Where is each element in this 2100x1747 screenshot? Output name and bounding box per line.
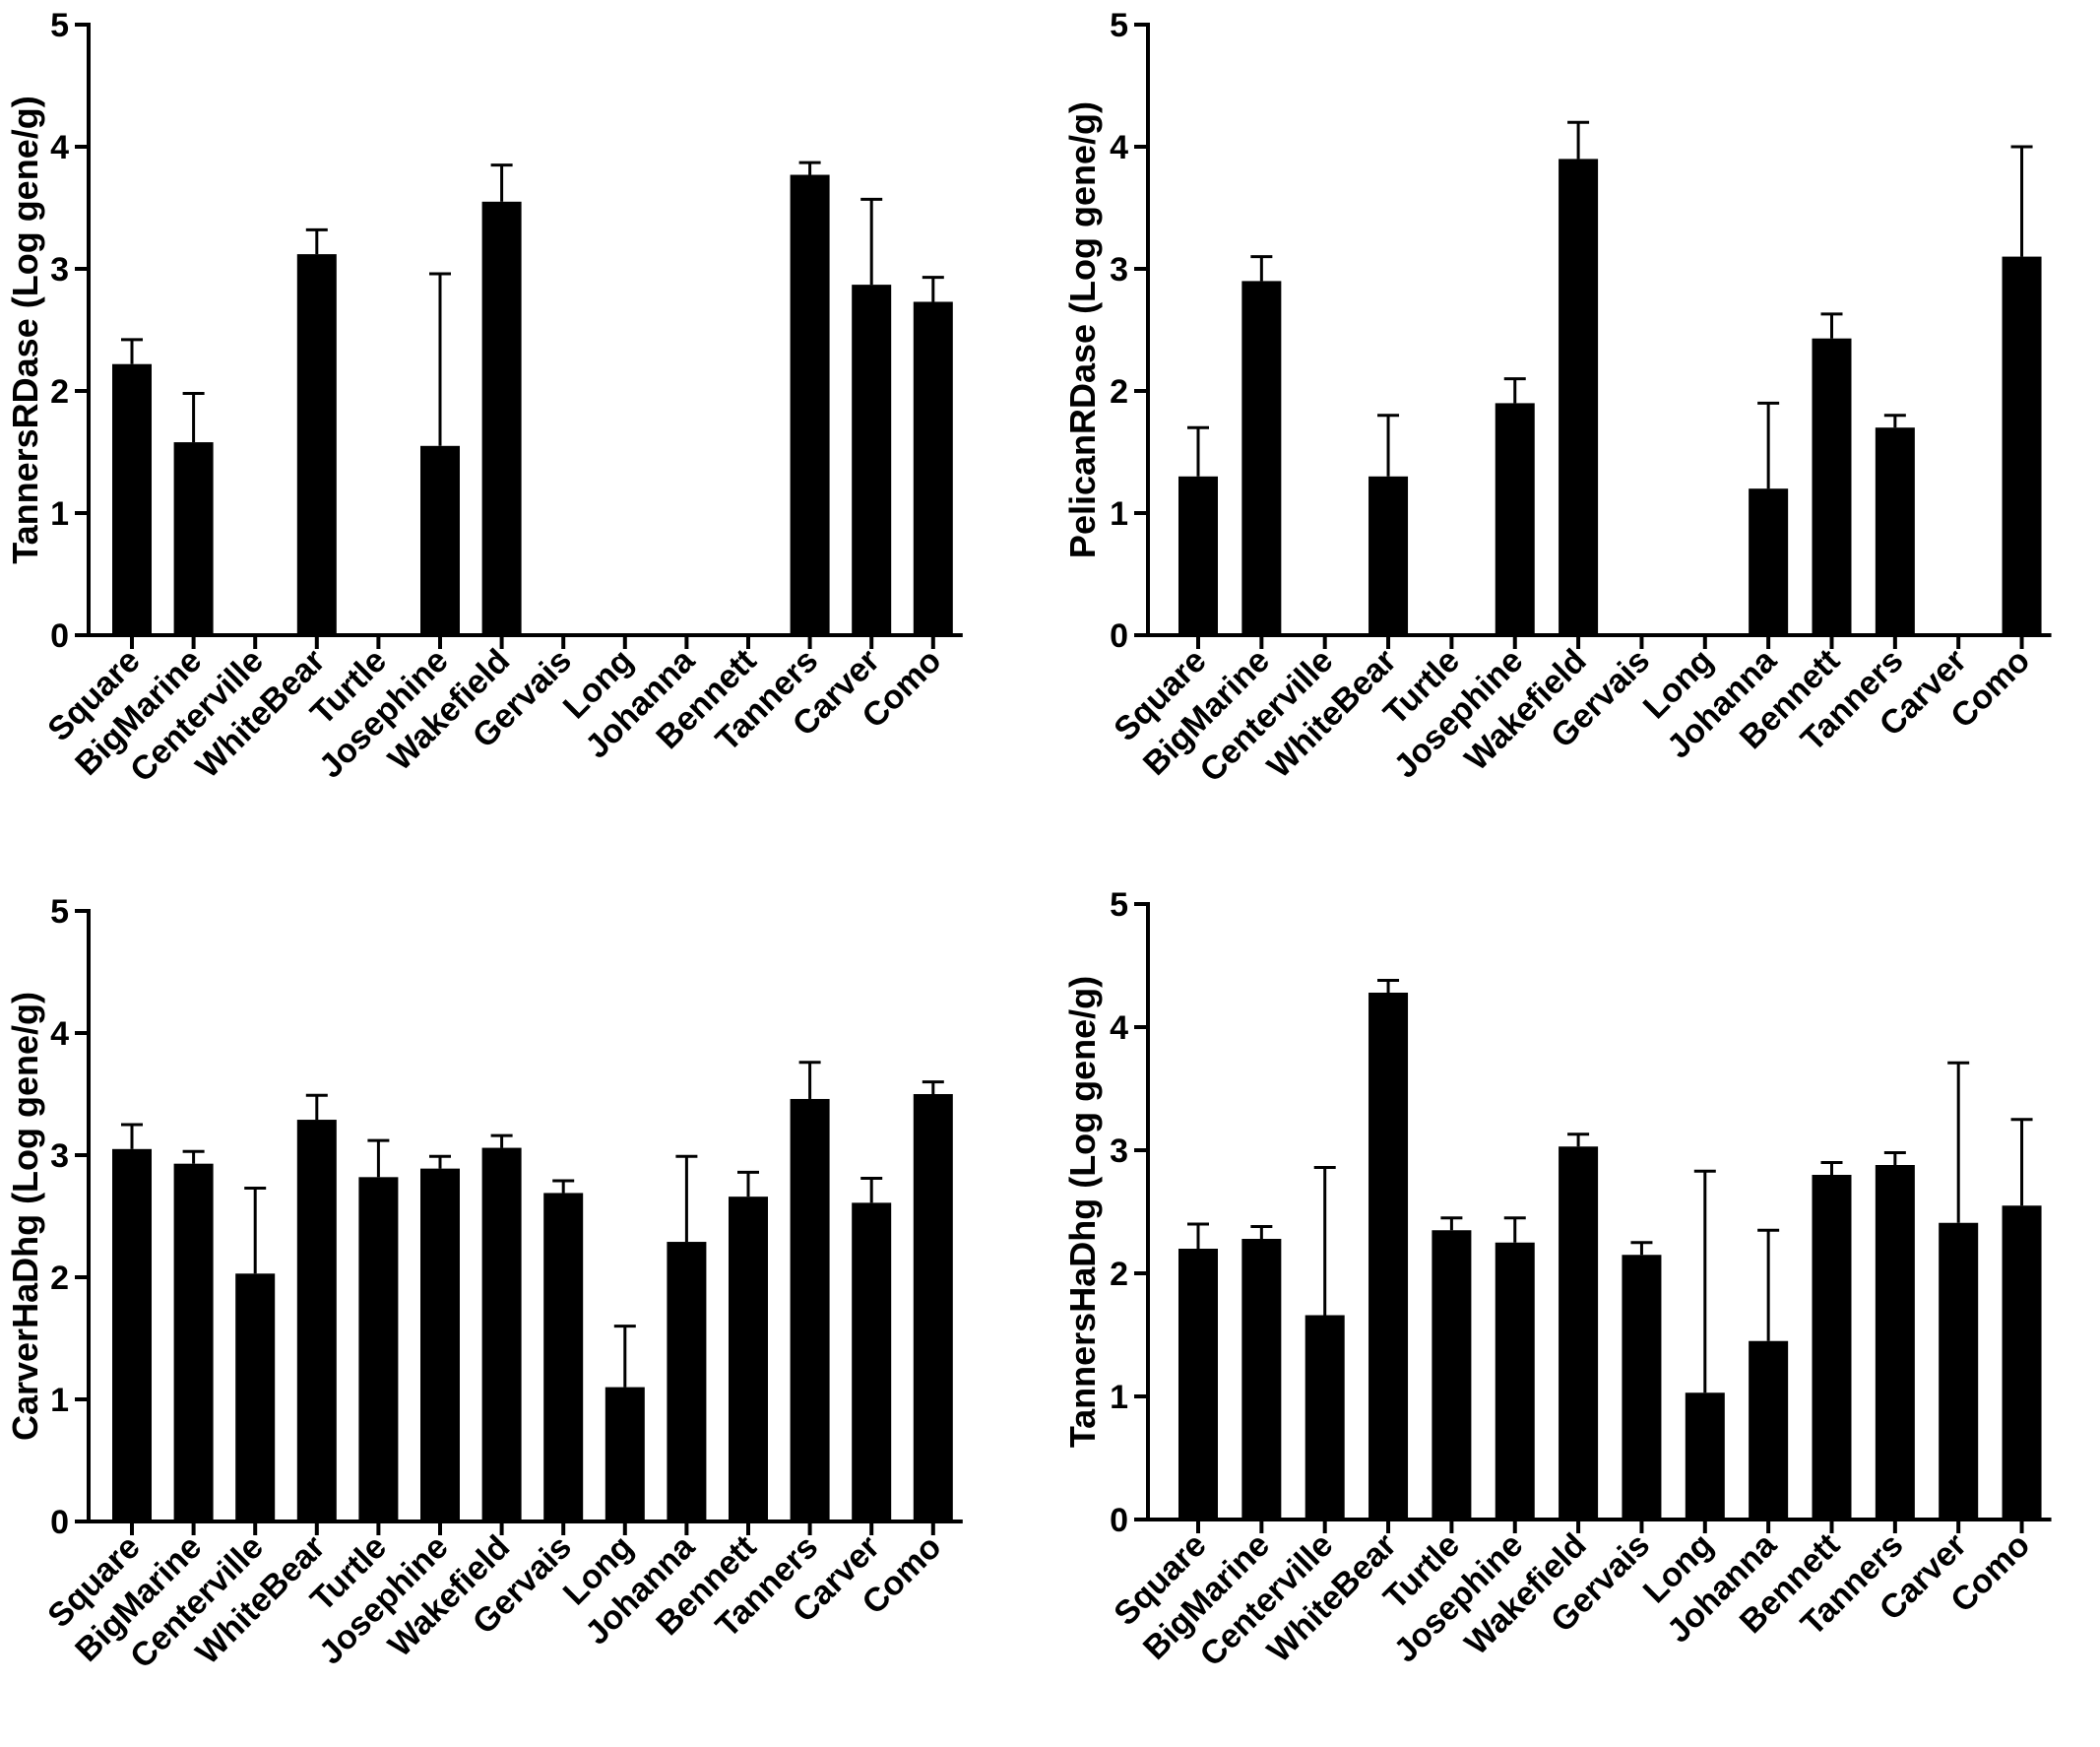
y-tick-label: 1: [1110, 495, 1128, 533]
bar-johanna: [1749, 488, 1789, 635]
bar-centerville: [235, 1273, 276, 1521]
y-tick-label: 1: [50, 1382, 69, 1419]
bar-como: [913, 1094, 953, 1521]
y-tick-label: 5: [1110, 7, 1128, 44]
bar-bennett: [1812, 1175, 1852, 1520]
bar-turtle: [1432, 1230, 1472, 1520]
y-tick-label: 0: [50, 617, 69, 655]
bar-como: [2002, 1205, 2042, 1520]
bar-bigmarine: [1241, 281, 1282, 635]
y-tick-label: 3: [50, 251, 69, 289]
y-tick-label: 4: [1110, 1009, 1128, 1047]
bar-centerville: [1305, 1315, 1345, 1520]
bar-whitebear: [1368, 993, 1409, 1520]
y-tick-label: 4: [50, 129, 69, 166]
y-tick-label: 5: [1110, 886, 1128, 924]
y-tick-label: 2: [50, 1260, 69, 1297]
bar-whitebear: [1368, 476, 1409, 635]
y-tick-label: 3: [1110, 251, 1128, 289]
y-tick-label: 4: [50, 1015, 69, 1053]
y-tick-label: 2: [1110, 373, 1128, 411]
y-tick-label: 5: [50, 893, 69, 931]
bar-bigmarine: [1241, 1239, 1282, 1520]
bar-long: [1685, 1392, 1725, 1520]
bar-johanna: [667, 1242, 707, 1521]
bar-gervais: [543, 1193, 584, 1521]
bar-tanners: [790, 174, 830, 635]
bar-carver: [1939, 1222, 1979, 1520]
bar-josephine: [1495, 1242, 1535, 1520]
bar-johanna: [1749, 1340, 1789, 1520]
bar-carver: [852, 1202, 892, 1521]
bar-bigmarine: [173, 442, 214, 635]
y-tick-label: 5: [50, 7, 69, 44]
bar-josephine: [420, 445, 460, 635]
y-tick-label: 1: [1110, 1379, 1128, 1416]
bar-bigmarine: [173, 1163, 214, 1521]
bar-josephine: [1495, 403, 1535, 635]
bar-turtle: [358, 1177, 399, 1521]
y-axis-title: TannersRDase (Log gene/g): [5, 96, 45, 563]
bar-gervais: [1622, 1255, 1662, 1520]
y-axis-title: TannersHaDhg (Log gene/g): [1062, 976, 1103, 1448]
bar-como: [913, 301, 953, 635]
y-axis-title: CarverHaDhg (Log gene/g): [5, 992, 45, 1441]
chart-panel-3: 012345SquareBigMarineCentervilleWhiteBea…: [5, 893, 963, 1676]
bar-carver: [852, 285, 892, 635]
y-tick-label: 2: [50, 373, 69, 411]
y-tick-label: 0: [50, 1504, 69, 1541]
bar-bennett: [729, 1197, 768, 1521]
bar-tanners: [790, 1098, 830, 1521]
bar-wakefield: [1559, 1146, 1599, 1520]
bar-josephine: [420, 1168, 460, 1521]
y-tick-label: 0: [1110, 1502, 1128, 1539]
bar-square: [112, 363, 152, 635]
y-tick-label: 3: [50, 1137, 69, 1175]
bar-como: [2002, 256, 2042, 635]
chart-panel-1: 012345SquareBigMarineCentervilleWhiteBea…: [5, 7, 963, 790]
bar-wakefield: [481, 201, 522, 636]
bar-tanners: [1875, 427, 1915, 635]
chart-panel-2: 012345SquareBigMarineCentervilleWhiteBea…: [1062, 7, 2052, 790]
bar-bennett: [1812, 338, 1852, 635]
bar-square: [112, 1148, 152, 1521]
y-tick-label: 1: [50, 495, 69, 533]
bar-whitebear: [296, 254, 337, 635]
y-axis-title: PelicanRDase (Log gene/g): [1062, 101, 1103, 558]
bar-whitebear: [296, 1120, 337, 1521]
bar-square: [1178, 1249, 1218, 1520]
y-tick-label: 0: [1110, 617, 1128, 655]
chart-panel-4: 012345SquareBigMarineCentervilleWhiteBea…: [1062, 886, 2052, 1674]
bar-tanners: [1875, 1165, 1915, 1520]
bar-square: [1178, 476, 1218, 635]
bar-wakefield: [1559, 159, 1599, 635]
y-tick-label: 4: [1110, 129, 1128, 166]
bar-long: [605, 1387, 645, 1521]
bar-wakefield: [481, 1147, 522, 1521]
y-tick-label: 2: [1110, 1256, 1128, 1293]
y-tick-label: 3: [1110, 1132, 1128, 1170]
